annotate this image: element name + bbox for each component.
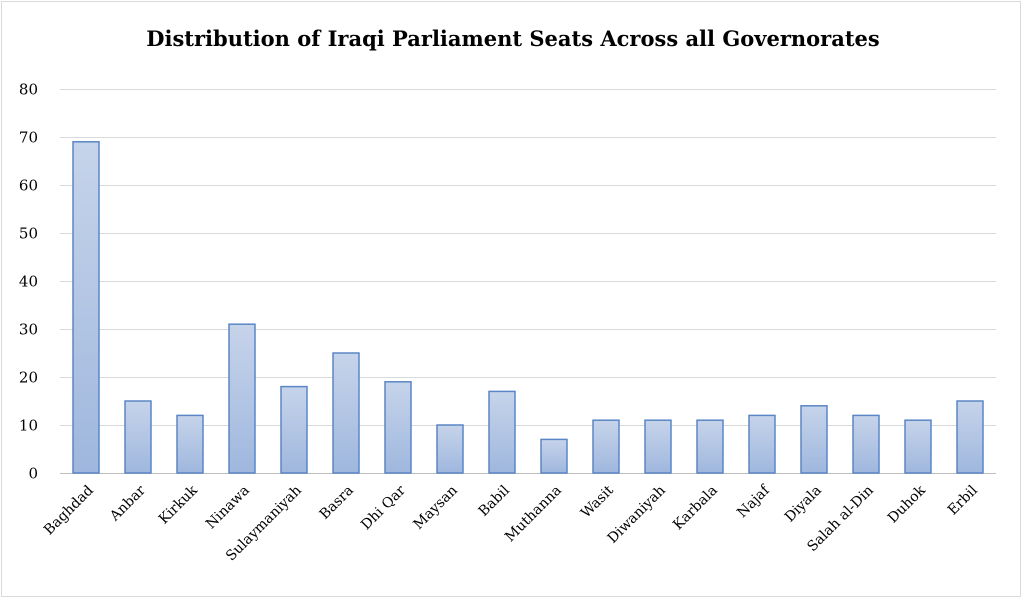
bar-erbil: [956, 400, 984, 474]
x-tick-label: Baghdad: [41, 482, 97, 538]
x-tick-label: Wasit: [578, 482, 617, 521]
bar-baghdad: [72, 141, 100, 474]
x-tick-label: Basra: [317, 483, 357, 523]
bar-dhi-qar: [384, 381, 412, 474]
y-tick-label: 70: [19, 129, 38, 147]
y-tick-label: 10: [19, 417, 38, 435]
y-tick-label: 30: [19, 321, 38, 339]
bar-kirkuk: [176, 414, 204, 474]
bar-maysan: [436, 424, 464, 474]
y-tick-label: 0: [28, 465, 38, 483]
y-axis-ticks: 0 10 20 30 40 50 60 70 80: [19, 81, 38, 483]
bars: [72, 141, 984, 474]
bar-diyala: [800, 405, 828, 474]
x-tick-label: Erbil: [945, 482, 981, 518]
gridlines: [60, 89, 996, 474]
x-tick-label: Kirkuk: [156, 482, 201, 527]
x-tick-label: Anbar: [106, 482, 149, 525]
bar-basra: [332, 352, 360, 474]
bar-duhok: [904, 419, 932, 474]
x-tick-label: Najaf: [734, 481, 774, 521]
x-tick-label: Maysan: [411, 483, 461, 533]
x-tick-label: Dhi Qar: [358, 482, 409, 533]
x-tick-label: Duhok: [885, 482, 929, 526]
chart-title: Distribution of Iraqi Parliament Seats A…: [146, 26, 880, 51]
bar-anbar: [124, 400, 152, 474]
x-tick-label: Diyala: [782, 483, 825, 526]
x-tick-label: Ninawa: [203, 483, 253, 533]
x-tick-label: Karbala: [670, 483, 721, 534]
y-tick-label: 50: [19, 225, 38, 243]
bar-babil: [488, 390, 516, 474]
bar-salah-al-din: [852, 414, 880, 474]
bar-ninawa: [228, 323, 256, 474]
bar-najaf: [748, 414, 776, 474]
bar-diwaniyah: [644, 419, 672, 474]
bar-karbala: [696, 419, 724, 474]
bar-wasit: [592, 419, 620, 474]
y-tick-label: 80: [19, 81, 38, 99]
bar-muthanna: [540, 438, 568, 474]
x-tick-label: Muthanna: [502, 483, 565, 546]
y-tick-label: 60: [19, 177, 38, 195]
bar-sulaymaniyah: [280, 385, 308, 474]
y-tick-label: 20: [19, 369, 38, 387]
y-tick-label: 40: [19, 273, 38, 291]
x-tick-label: Babil: [476, 482, 514, 520]
